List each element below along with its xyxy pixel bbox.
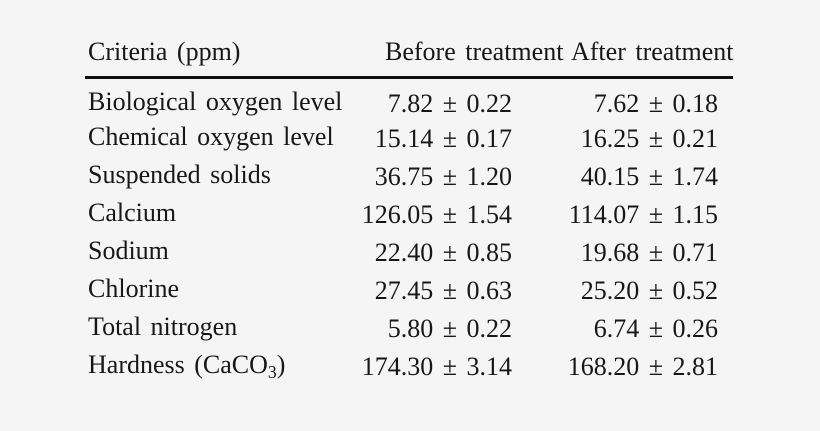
after-value: 6.74 ± 0.26: [593, 313, 718, 343]
table-row: Calcium 126.05 ± 1.54 114.07 ± 1.15: [85, 196, 733, 234]
table-row: Biological oxygen level 7.82 ± 0.22 7.62…: [85, 78, 733, 120]
table-row: Chemical oxygen level 15.14 ± 0.17 16.25…: [85, 120, 733, 158]
criteria-cell: Sodium: [85, 234, 357, 272]
criteria-label: Calcium: [88, 197, 177, 227]
criteria-label-post: ): [276, 349, 286, 379]
criteria-cell: Biological oxygen level: [85, 78, 357, 120]
before-value: 7.82 ± 0.22: [387, 88, 512, 118]
after-value: 25.20 ± 0.52: [580, 275, 718, 305]
col-header-before: Before treatment: [357, 27, 563, 79]
header-row: Criteria (ppm) Before treatment After tr…: [85, 27, 734, 79]
criteria-label: Sodium: [88, 235, 169, 265]
table-row: Chlorine 27.45 ± 0.63 25.20 ± 0.52: [85, 272, 733, 310]
criteria-subscript: 3: [267, 361, 277, 382]
after-value: 16.25 ± 0.21: [580, 123, 718, 153]
criteria-cell: Calcium: [85, 196, 357, 234]
criteria-label: Chlorine: [88, 273, 179, 303]
criteria-label: Suspended solids: [88, 159, 271, 189]
after-value: 7.62 ± 0.18: [593, 88, 718, 118]
after-value: 40.15 ± 1.74: [580, 161, 718, 191]
criteria-cell: Chemical oxygen level: [85, 120, 357, 158]
criteria-cell: Total nitrogen: [85, 310, 357, 348]
after-value: 19.68 ± 0.71: [580, 237, 718, 267]
after-value: 168.20 ± 2.81: [567, 351, 718, 381]
criteria-label: Hardness (CaCO: [88, 349, 268, 379]
table-row: Suspended solids 36.75 ± 1.20 40.15 ± 1.…: [85, 158, 733, 196]
criteria-label: Chemical oxygen level: [88, 121, 334, 151]
treatment-table: Criteria (ppm) Before treatment After tr…: [85, 27, 734, 386]
before-value: 15.14 ± 0.17: [374, 123, 512, 153]
before-value: 22.40 ± 0.85: [374, 237, 512, 267]
criteria-label: Total nitrogen: [88, 311, 238, 341]
before-value: 126.05 ± 1.54: [361, 199, 512, 229]
after-value: 114.07 ± 1.15: [568, 199, 718, 229]
criteria-label: Biological oxygen level: [88, 87, 343, 116]
before-value: 27.45 ± 0.63: [374, 275, 512, 305]
before-value: 36.75 ± 1.20: [374, 161, 512, 191]
table-row: Total nitrogen 5.80 ± 0.22 6.74 ± 0.26: [85, 310, 733, 348]
before-value: 5.80 ± 0.22: [387, 313, 512, 343]
table-row: Hardness (CaCO3) 174.30 ± 3.14 168.20 ± …: [85, 348, 733, 386]
col-header-after: After treatment: [525, 27, 734, 79]
table-row: Sodium 22.40 ± 0.85 19.68 ± 0.71: [85, 234, 733, 272]
criteria-cell: Hardness (CaCO3): [85, 348, 357, 386]
criteria-cell: Chlorine: [85, 272, 357, 310]
col-header-criteria: Criteria (ppm): [85, 27, 357, 79]
before-value: 174.30 ± 3.14: [361, 351, 512, 381]
criteria-cell: Suspended solids: [85, 158, 357, 196]
